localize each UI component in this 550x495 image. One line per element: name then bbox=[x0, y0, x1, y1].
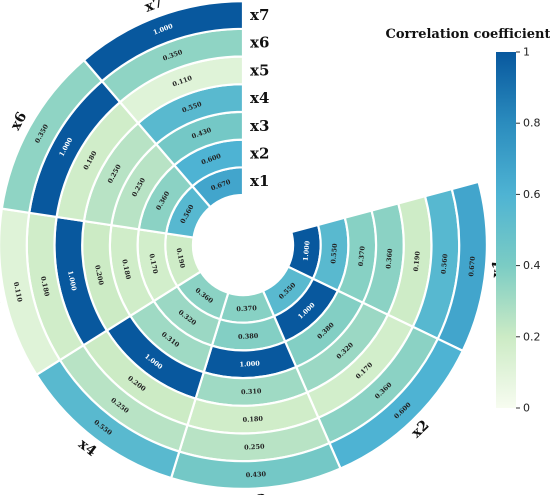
ring-label: x6 bbox=[250, 34, 269, 52]
colorbar-ticks: 0 0.2 0.4 0.6 0.8 1 bbox=[516, 46, 541, 415]
cell-value-label: 1.000 bbox=[239, 359, 260, 368]
cell-value-label: 1.000 bbox=[302, 240, 312, 261]
heatmap-cell bbox=[82, 0, 245, 83]
colorbar-gradient bbox=[496, 52, 516, 408]
cell-value-label: 0.310 bbox=[241, 387, 262, 396]
cell-value-label: 0.670 bbox=[467, 256, 477, 277]
ring-label: x2 bbox=[250, 144, 269, 162]
colorbar: Correlation coefficient 0 0.2 0.4 0.6 0.8 1 bbox=[386, 27, 550, 415]
colorbar-title: Correlation coefficient bbox=[386, 27, 550, 42]
colorbar-tick-label: 0.8 bbox=[523, 117, 541, 130]
cell-value-label: 0.430 bbox=[246, 470, 267, 479]
colorbar-tick-label: 0.4 bbox=[523, 259, 541, 272]
cell-value-label: 0.360 bbox=[384, 248, 394, 269]
polar-plot: 1.0000.5500.3700.3600.1900.5600.6700.550… bbox=[0, 0, 507, 495]
ring-label: x5 bbox=[250, 61, 269, 79]
cell-value-label: 0.550 bbox=[329, 243, 339, 264]
segment-label: x6 bbox=[8, 109, 31, 133]
ring-label: x7 bbox=[250, 6, 269, 24]
cell-value-label: 0.190 bbox=[412, 250, 422, 271]
ring-label: x4 bbox=[250, 89, 269, 107]
ring-label: x3 bbox=[250, 117, 269, 135]
ring-label: x1 bbox=[250, 172, 269, 190]
colorbar-tick-label: 1 bbox=[523, 46, 530, 59]
segment-label: x3 bbox=[248, 492, 267, 495]
colorbar-tick-label: 0.6 bbox=[523, 188, 541, 201]
cell-value-label: 0.370 bbox=[236, 304, 257, 313]
colorbar-tick-label: 0.2 bbox=[523, 330, 541, 343]
cell-value-label: 0.560 bbox=[440, 253, 450, 274]
colorbar-tick-label: 0 bbox=[523, 402, 530, 415]
segment-label: x7 bbox=[143, 0, 166, 16]
cell-value-label: 0.180 bbox=[242, 415, 263, 424]
cell-value-label: 0.250 bbox=[244, 442, 265, 451]
cell-value-label: 0.380 bbox=[238, 332, 259, 341]
segment-label: x5 bbox=[0, 287, 2, 308]
cell-value-label: 0.370 bbox=[357, 245, 367, 266]
